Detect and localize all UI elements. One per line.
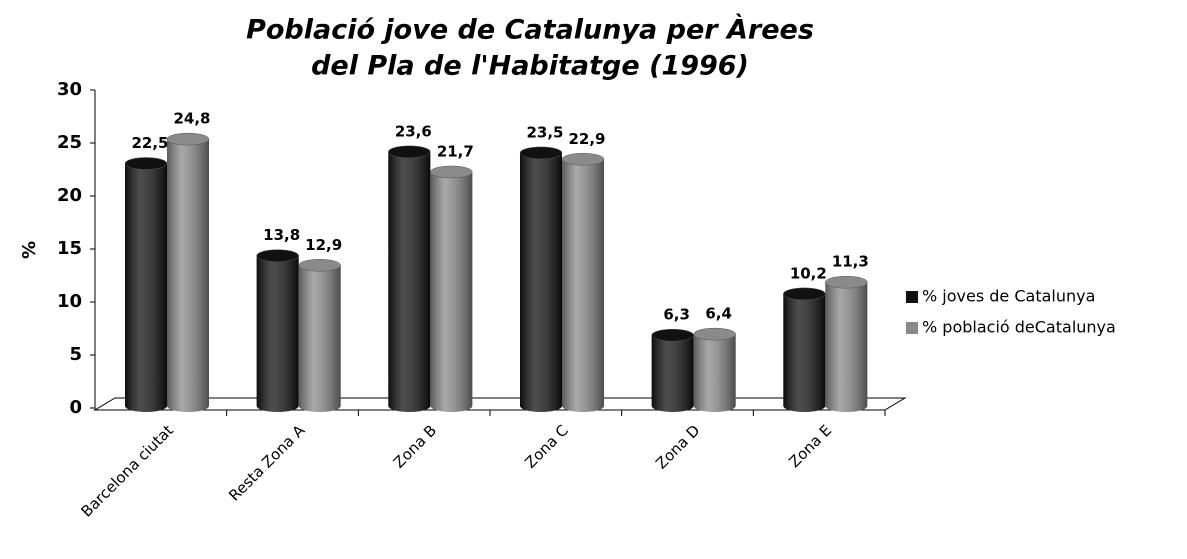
y-axis-label: % xyxy=(19,241,40,259)
data-label: 21,7 xyxy=(437,142,474,160)
bar-shading xyxy=(651,335,694,412)
x-tick-label: Barcelona ciutat xyxy=(78,421,177,520)
legend-swatch xyxy=(906,322,918,334)
bar-top xyxy=(561,153,605,166)
x-tick-label: Zona D xyxy=(652,421,703,472)
y-tick-label: 25 xyxy=(57,132,82,153)
y-tick-label: 0 xyxy=(69,397,82,418)
bar-shading xyxy=(783,293,826,413)
legend-label: % població deCatalunya xyxy=(922,318,1116,337)
legend-swatch xyxy=(906,291,918,303)
bar-top xyxy=(651,328,694,342)
x-tick-label: Resta Zona A xyxy=(225,421,309,505)
data-label: 22,9 xyxy=(568,130,605,148)
bar-top xyxy=(430,165,473,179)
chart-title: Població jove de Catalunya per Àrees xyxy=(246,14,814,46)
bar-shading xyxy=(298,265,341,412)
data-label: 11,3 xyxy=(832,253,869,271)
bar-top xyxy=(166,132,210,146)
data-label: 24,8 xyxy=(173,110,210,128)
x-tick-label: Zona E xyxy=(785,421,835,471)
data-label: 12,9 xyxy=(305,236,342,254)
bar-top xyxy=(298,259,341,272)
y-tick-label: 10 xyxy=(57,291,82,312)
bar-top xyxy=(388,145,431,159)
data-label: 13,8 xyxy=(263,226,300,244)
bar-shading xyxy=(520,152,562,412)
x-tick-label: Zona B xyxy=(390,421,440,471)
chart-title: del Pla de l'Habitatge (1996) xyxy=(311,51,749,82)
bar-shading xyxy=(430,171,473,413)
x-tick-label: Zona C xyxy=(521,421,571,471)
bar-shading xyxy=(825,282,868,413)
bar-shading xyxy=(562,159,604,412)
data-label: 22,5 xyxy=(131,134,168,152)
bar-top xyxy=(693,327,736,341)
bar-shading xyxy=(693,334,736,413)
y-tick-label: 30 xyxy=(57,79,82,100)
data-label: 10,2 xyxy=(790,264,827,282)
legend-label: % joves de Catalunya xyxy=(922,287,1095,306)
bar-top xyxy=(256,249,299,262)
data-label: 6,3 xyxy=(663,306,690,324)
bar-shading xyxy=(388,151,431,413)
data-label: 23,6 xyxy=(395,122,432,140)
bar-top xyxy=(124,157,168,170)
bar-top xyxy=(825,275,868,289)
bar-shading xyxy=(167,139,209,412)
bar-shading xyxy=(125,163,167,412)
bar-top xyxy=(783,287,826,301)
data-label: 23,5 xyxy=(526,123,563,141)
y-tick-label: 20 xyxy=(57,185,82,206)
bar-shading xyxy=(256,255,299,413)
bar-top xyxy=(519,146,563,160)
data-label: 6,4 xyxy=(705,305,732,323)
y-tick-label: 15 xyxy=(57,238,82,259)
y-tick-label: 5 xyxy=(69,344,82,365)
